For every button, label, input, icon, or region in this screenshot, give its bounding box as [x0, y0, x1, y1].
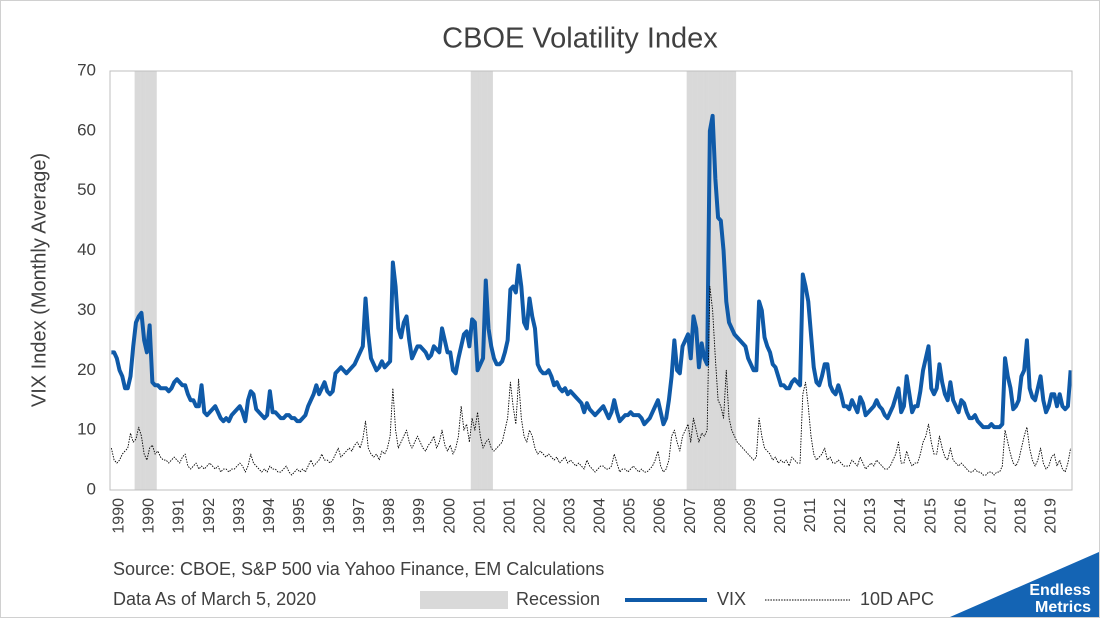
recession-bar — [476, 71, 480, 490]
recession-bar — [140, 71, 144, 490]
legend-swatch — [420, 591, 508, 609]
y-tick-label: 20 — [77, 360, 96, 379]
recession-bar — [489, 71, 493, 490]
y-tick-label: 0 — [87, 479, 96, 498]
x-tick-label: 1997 — [351, 498, 368, 534]
recession-bar — [481, 71, 485, 490]
x-tick-label: 1990 — [111, 498, 128, 534]
x-tick-label: 2011 — [802, 498, 819, 533]
y-axis-label: VIX Index (Monthly Average) — [28, 153, 50, 407]
x-tick-label: 2005 — [622, 498, 639, 534]
x-tick-label: 2000 — [441, 498, 458, 534]
recession-bar — [689, 71, 693, 490]
recession-bar — [153, 71, 157, 490]
x-tick-label: 2012 — [832, 498, 849, 534]
y-tick-label: 10 — [77, 420, 96, 439]
recession-bar — [478, 71, 482, 490]
recession-bar — [719, 71, 723, 490]
x-tick-label: 1990 — [141, 498, 158, 534]
y-tick-label: 60 — [77, 120, 96, 139]
recession-bar — [150, 71, 155, 490]
x-tick-label: 2006 — [652, 498, 669, 534]
recession-bar — [703, 71, 707, 490]
legend-label: 10D APC — [860, 589, 934, 609]
legend-label: Recession — [516, 589, 600, 609]
x-tick-label: 2018 — [1012, 498, 1029, 534]
y-tick-label: 70 — [77, 60, 96, 79]
x-tick-label: 2015 — [922, 498, 939, 534]
y-tick-label: 50 — [77, 180, 96, 199]
recession-bar — [713, 71, 718, 490]
x-tick-label: 2013 — [862, 498, 879, 534]
recession-bar — [727, 71, 731, 490]
recession-bar — [733, 71, 737, 490]
x-tick-label: 2003 — [562, 498, 579, 534]
x-tick-label: 2019 — [1043, 498, 1060, 534]
recession-bar — [716, 71, 720, 490]
recession-bar — [686, 71, 690, 490]
x-tick-label: 1993 — [231, 498, 248, 534]
x-tick-label: 2001 — [501, 498, 518, 534]
logo-text: Endless — [1029, 582, 1090, 599]
x-tick-label: 1998 — [381, 498, 398, 534]
recession-bar — [487, 71, 491, 490]
x-tick-label: 1999 — [411, 498, 428, 534]
x-tick-label: 2017 — [982, 498, 999, 534]
legend-label: VIX — [717, 589, 746, 609]
recession-bar — [148, 71, 152, 490]
x-tick-label: 1996 — [321, 498, 338, 534]
data-note: Data As of March 5, 2020 — [113, 589, 316, 609]
series-line — [111, 113, 1073, 430]
y-tick-label: 40 — [77, 240, 96, 259]
x-tick-label: 2007 — [682, 498, 699, 534]
recession-bar — [145, 71, 149, 490]
x-tick-label: 2004 — [592, 498, 609, 534]
source-note: Source: CBOE, S&P 500 via Yahoo Finance,… — [113, 559, 604, 579]
x-tick-label: 1995 — [291, 498, 308, 534]
recession-bar — [700, 71, 704, 490]
x-tick-label: 2014 — [892, 498, 909, 534]
series-line — [110, 286, 1072, 476]
recession-bar — [137, 71, 141, 490]
x-tick-label: 2010 — [772, 498, 789, 534]
recession-bar — [711, 71, 715, 490]
recession-bar — [730, 71, 734, 490]
y-tick-label: 30 — [77, 300, 96, 319]
logo-text: Metrics — [1035, 599, 1091, 616]
x-tick-label: 1994 — [261, 498, 278, 534]
logo-shape — [950, 552, 1099, 617]
x-tick-label: 2016 — [952, 498, 969, 534]
recession-bar — [694, 71, 698, 490]
x-tick-label: 2002 — [531, 498, 548, 534]
x-tick-label: 2009 — [742, 498, 759, 534]
x-tick-label: 2008 — [712, 498, 729, 534]
x-tick-label: 2001 — [471, 498, 488, 534]
chart-title: CBOE Volatility Index — [442, 23, 718, 55]
recession-bar — [470, 71, 474, 490]
x-tick-label: 1991 — [171, 498, 188, 534]
x-tick-label: 1992 — [201, 498, 218, 534]
recession-bar — [692, 71, 696, 490]
plot-frame — [109, 70, 1073, 491]
recession-bar — [697, 71, 701, 490]
recession-bar — [134, 71, 138, 490]
recession-bar — [142, 71, 146, 490]
recession-bar — [473, 71, 477, 490]
